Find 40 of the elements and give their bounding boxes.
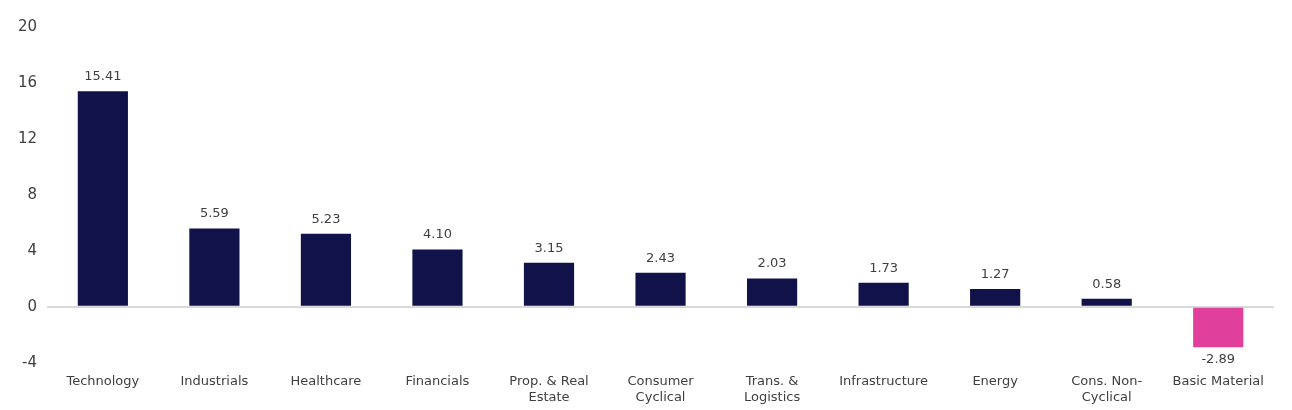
bar	[412, 249, 463, 306]
data-label: 15.41	[84, 68, 122, 84]
data-label: 3.15	[534, 239, 564, 255]
y-tick-label: 8	[27, 184, 38, 203]
x-tick-label: Trans. & Logistics	[743, 372, 801, 404]
y-tick-label: 0	[27, 296, 38, 315]
data-label: 1.27	[980, 265, 1010, 281]
data-label: 2.03	[757, 255, 787, 271]
x-tick-label: Energy	[972, 372, 1019, 388]
bar	[189, 228, 240, 306]
data-label: -2.89	[1201, 351, 1236, 367]
y-tick-label: 16	[17, 72, 38, 91]
bar	[1193, 307, 1244, 348]
x-tick-label: Financials	[405, 372, 470, 388]
data-label: 1.73	[869, 259, 899, 275]
bar	[635, 272, 686, 306]
data-label: 5.23	[311, 210, 341, 226]
x-tick-label: Healthcare	[290, 372, 362, 388]
data-label: 4.10	[422, 226, 452, 242]
data-label: 5.59	[199, 205, 229, 221]
bar	[300, 233, 352, 306]
x-tick-label: Technology	[65, 372, 140, 388]
y-tick-label: 12	[17, 128, 38, 147]
y-tick-label: 4	[27, 240, 38, 259]
bar	[1081, 298, 1132, 306]
x-tick-label: Consumer Cyclical	[627, 372, 695, 404]
bar	[77, 91, 128, 306]
bar	[858, 282, 909, 306]
y-tick-label: 20	[17, 16, 38, 35]
bar	[970, 289, 1021, 306]
x-tick-label: Industrials	[180, 372, 249, 388]
x-tick-label: Prop. & Real Estate	[509, 372, 589, 404]
x-tick-label: Infrastructure	[839, 372, 929, 388]
x-tick-label: Basic Material	[1172, 372, 1264, 388]
y-tick-label: -4	[22, 352, 38, 371]
data-label: 2.43	[646, 249, 676, 265]
x-tick-label: Cons. Non-Cyclical	[1071, 372, 1143, 404]
data-label: 0.58	[1092, 275, 1122, 291]
bar	[523, 262, 575, 306]
bar	[746, 278, 798, 306]
